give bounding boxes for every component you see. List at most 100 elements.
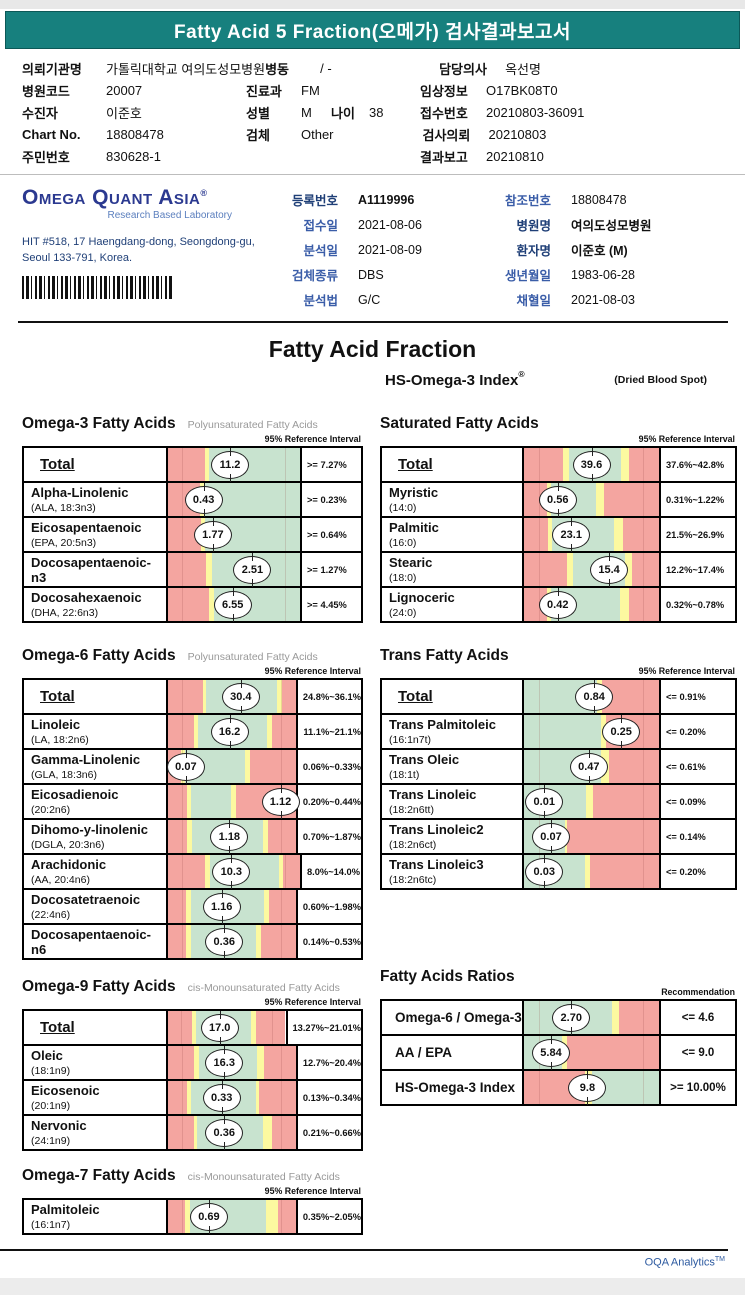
field-label: 진료과 xyxy=(246,83,282,99)
table-row: Docosapentaenoic-n6(22:5n6) 0.36 0.14%~0.5… xyxy=(24,924,361,959)
section-title: Trans Fatty Acids xyxy=(380,647,509,664)
field-value: 20210803 xyxy=(488,126,547,142)
range-chart-cell: 1.18 xyxy=(168,819,296,854)
divider xyxy=(0,174,745,175)
value-bubble: 5.84 xyxy=(532,1035,570,1070)
measured-value: 0.25 xyxy=(610,725,632,738)
field-value: 20210803-36091 xyxy=(486,104,585,120)
range-segment-yellow xyxy=(625,553,632,586)
range-bar: 11.2 xyxy=(168,447,300,482)
measured-value: 0.56 xyxy=(547,493,569,506)
lab-field-label: 채혈일 xyxy=(516,294,551,308)
range-segment-yellow xyxy=(262,820,268,853)
table-row: Total 39.6 37.6%~42.8% xyxy=(382,447,735,483)
acid-name: Total xyxy=(398,687,433,705)
reference-interval-header: 95% Reference Interval xyxy=(264,1186,361,1196)
reference-cell: <= 4.6 xyxy=(659,1001,735,1034)
acid-name: Total xyxy=(398,455,433,473)
acid-name: Total xyxy=(40,1018,75,1036)
acid-abbreviation: (18:1n9) xyxy=(31,1064,71,1077)
range-segment-red xyxy=(629,588,659,621)
value-bubble: 16.2 xyxy=(210,714,249,749)
field-label: 담당의사 xyxy=(439,61,487,77)
field-label: 성별 xyxy=(246,105,270,121)
acid-abbreviation: (18:1t) xyxy=(389,768,420,781)
lab-field-row: 병원명 여의도성모병원 xyxy=(483,212,727,237)
acid-abbreviation: (DHA, 22:6n3) xyxy=(31,606,99,619)
reference-cell: <= 0.61% xyxy=(659,750,735,783)
acid-name: Docosapentaenoic-n6 xyxy=(31,927,151,957)
field-value: Other xyxy=(301,126,334,142)
range-bar: 0.47 xyxy=(524,749,659,784)
lab-field-row: 생년월일 1983-06-28 xyxy=(483,262,727,287)
range-chart-cell: 0.47 xyxy=(524,749,659,784)
range-segment-red xyxy=(168,1046,194,1079)
table-row: Docosapentaenoic-n3(DPA, 22:5n3) 2.51 >= 1… xyxy=(24,552,361,588)
reference-cell: 37.6%~42.8% xyxy=(659,448,735,481)
section-title: Omega-3 Fatty Acids xyxy=(22,415,176,432)
reference-cell: 0.35%~2.05% xyxy=(295,1200,361,1233)
range-chart-cell: 39.6 xyxy=(524,447,659,482)
measured-value: 30.4 xyxy=(230,690,252,703)
acid-name: Docosapentaenoic-n3 xyxy=(31,555,151,585)
range-segment-red xyxy=(524,448,564,481)
lab-field-value: 여의도성모병원 xyxy=(571,219,652,233)
reference-cell: 13.27%~21.01% xyxy=(285,1011,361,1044)
value-bubble: 17.0 xyxy=(200,1010,239,1045)
value-bubble: 1.77 xyxy=(193,517,232,552)
field-label: 의뢰기관명 xyxy=(22,61,82,77)
acid-name: Docosahexaenoic xyxy=(31,590,142,605)
range-chart-cell: 17.0 xyxy=(168,1010,286,1045)
lab-field-value: A1119996 xyxy=(358,192,415,207)
section-omega-6-fatty-acids: Omega-6 Fatty Acids Polyunsaturated Fatty… xyxy=(22,647,363,960)
value-bubble: 0.01 xyxy=(525,784,564,819)
footer-brand: OQA AnalyticsTM xyxy=(0,1256,745,1269)
lab-field-label: 분석일 xyxy=(303,244,338,258)
range-segment-red xyxy=(590,855,659,888)
range-chart-cell: 9.8 xyxy=(524,1070,659,1105)
value-bubble: 9.8 xyxy=(568,1070,607,1105)
section-header: Omega-6 Fatty Acids Polyunsaturated Fatty… xyxy=(22,647,363,665)
field-label: 주민번호 xyxy=(22,149,70,165)
hs-omega3-index-text: HS-Omega-3 Index xyxy=(385,372,519,389)
reference-interval-header: 95% Reference Interval xyxy=(264,434,361,444)
value-bubble: 0.56 xyxy=(538,482,577,517)
value-bubble: 39.6 xyxy=(572,447,611,482)
acid-name-cell: Arachidonic (AA, 20:4n6) xyxy=(24,855,168,888)
measured-value: 0.07 xyxy=(175,760,197,773)
range-bar: 0.56 xyxy=(524,482,659,517)
table-row: Lignoceric (24:0) 0.42 0.32%~0.78% xyxy=(382,587,735,622)
acid-abbreviation: (22:4n6) xyxy=(31,908,71,921)
bottom-strip xyxy=(0,1277,745,1295)
lab-field-row: 참조번호 18808478 xyxy=(483,187,727,212)
range-chart-cell: 11.2 xyxy=(168,447,300,482)
acid-name: Eicosapentaenoic xyxy=(31,520,142,535)
field-label: 결과보고 xyxy=(420,149,468,165)
section-subtitle: cis-Monounsaturated Fatty Acids xyxy=(187,1171,340,1183)
patient-row: Chart No. 18808478 검체 Other 검사의뢰 20210803 xyxy=(22,123,725,145)
acid-name: AA / EPA xyxy=(395,1044,453,1060)
range-bar: 9.8 xyxy=(524,1070,659,1105)
range-segment-red xyxy=(567,820,659,853)
range-segment-yellow xyxy=(567,553,573,586)
range-chart-cell: 0.07 xyxy=(166,749,296,784)
acid-name: Linoleic xyxy=(31,717,81,732)
range-segment-red xyxy=(263,1046,296,1079)
acid-name-cell: Trans Linoleic (18:2n6tt) xyxy=(382,785,524,818)
measured-value: 2.51 xyxy=(241,563,264,576)
acid-name: Arachidonic xyxy=(31,857,107,872)
acid-name-cell: Stearic (18:0) xyxy=(382,553,524,586)
field-label: 접수번호 xyxy=(420,105,468,121)
report-header-title: Fatty Acid 5 Fraction(오메가) 검사결과보고서 xyxy=(174,21,571,43)
table-row: Oleic (18:1n9) 16.3 12.7%~20.4% xyxy=(24,1045,361,1081)
acid-name-cell: Gamma-Linolenic (GLA, 18:3n6) xyxy=(24,750,168,783)
range-segment-red xyxy=(603,483,659,516)
reference-cell: >= 1.27% xyxy=(300,553,361,586)
section-omega-9-fatty-acids: Omega-9 Fatty Acids cis-Monounsaturated F… xyxy=(22,978,363,1151)
reference-cell: 0.32%~0.78% xyxy=(659,588,735,621)
range-segment-yellow xyxy=(230,785,236,818)
acid-name-cell: Dihomo-y-linolenic (DGLA, 20:3n6) xyxy=(24,820,168,853)
lab-address: HIT #518, 17 Haengdang-dong, Seongdong-g… xyxy=(22,235,258,267)
field-value: 18808478 xyxy=(106,126,164,142)
